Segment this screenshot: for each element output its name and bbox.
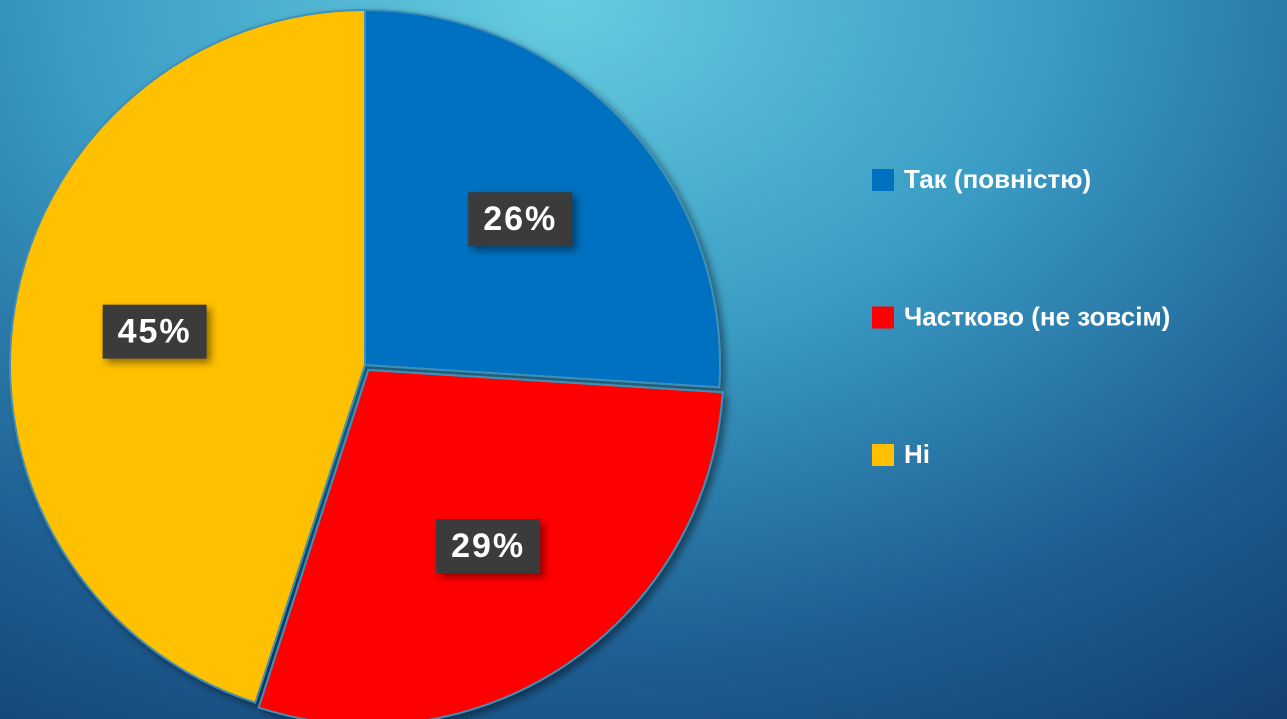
legend-label: Ні (904, 439, 930, 469)
pie (9, 8, 724, 719)
legend-swatch (872, 306, 894, 329)
legend-swatch (872, 169, 894, 191)
data-label-box (102, 304, 207, 359)
data-label: 45% (118, 313, 192, 351)
data-label-box (468, 192, 573, 247)
legend-label: Частково (не зовсім) (904, 301, 1170, 331)
legend-label: Так (повністю) (904, 164, 1091, 194)
data-label: 29% (451, 527, 525, 565)
data-label-box (436, 519, 541, 574)
data-label: 26% (483, 200, 557, 238)
legend-swatch (872, 444, 894, 466)
